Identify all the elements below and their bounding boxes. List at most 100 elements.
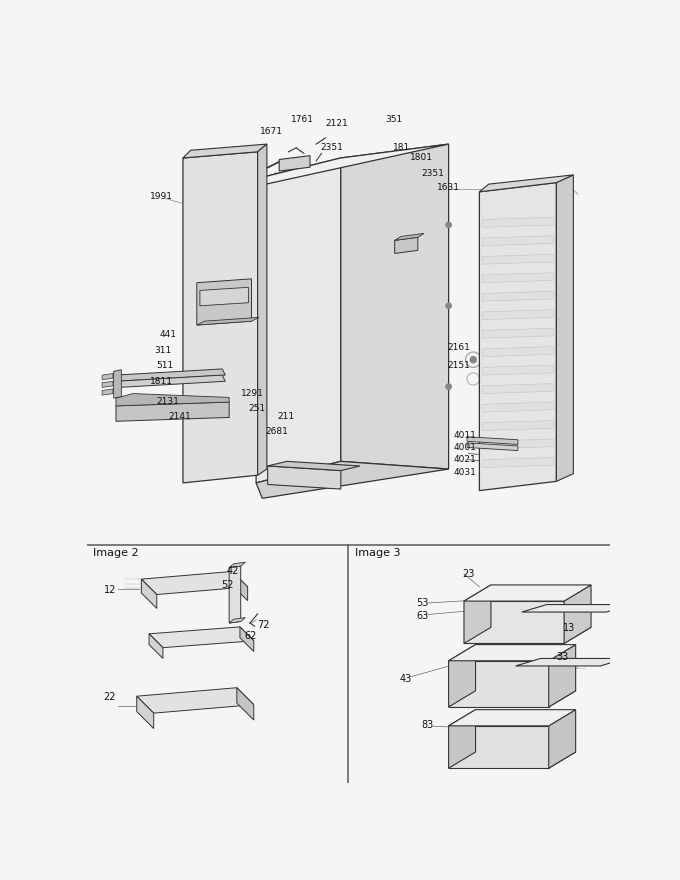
- Polygon shape: [483, 254, 554, 264]
- Text: 1631: 1631: [437, 182, 460, 192]
- Polygon shape: [483, 421, 554, 430]
- Text: 22: 22: [103, 693, 116, 702]
- Polygon shape: [102, 389, 113, 395]
- Text: 1671: 1671: [260, 127, 283, 136]
- Polygon shape: [564, 585, 591, 643]
- Polygon shape: [467, 443, 518, 451]
- Text: 2151: 2151: [447, 362, 470, 370]
- Text: 2121: 2121: [326, 120, 348, 128]
- Polygon shape: [394, 238, 418, 253]
- Polygon shape: [449, 709, 475, 768]
- Polygon shape: [279, 156, 310, 171]
- Polygon shape: [116, 393, 229, 406]
- Polygon shape: [240, 627, 254, 651]
- Polygon shape: [483, 384, 554, 393]
- Text: 4001: 4001: [453, 443, 476, 451]
- Text: 42: 42: [227, 566, 239, 576]
- Polygon shape: [268, 461, 360, 471]
- Text: 311: 311: [154, 346, 172, 355]
- Polygon shape: [483, 402, 554, 412]
- Text: Image 3: Image 3: [355, 548, 400, 558]
- Text: 511: 511: [156, 362, 173, 370]
- Polygon shape: [197, 318, 259, 325]
- Polygon shape: [341, 144, 449, 469]
- Text: 181: 181: [393, 143, 411, 151]
- Polygon shape: [233, 571, 248, 601]
- Text: 211: 211: [277, 412, 295, 421]
- Polygon shape: [268, 466, 341, 489]
- Polygon shape: [449, 709, 576, 726]
- Polygon shape: [464, 627, 591, 643]
- Polygon shape: [483, 365, 554, 375]
- Polygon shape: [149, 627, 254, 648]
- Polygon shape: [116, 375, 225, 387]
- Text: 83: 83: [421, 720, 433, 730]
- Text: 1291: 1291: [241, 389, 264, 398]
- Polygon shape: [116, 402, 229, 422]
- Polygon shape: [483, 439, 554, 449]
- Polygon shape: [394, 233, 424, 240]
- Text: 12: 12: [103, 584, 116, 595]
- Polygon shape: [141, 579, 157, 608]
- Polygon shape: [515, 658, 626, 666]
- Polygon shape: [483, 217, 554, 227]
- Polygon shape: [556, 175, 573, 481]
- Polygon shape: [229, 562, 245, 568]
- Polygon shape: [137, 688, 254, 713]
- Text: 2681: 2681: [265, 428, 288, 436]
- Polygon shape: [102, 373, 113, 380]
- Polygon shape: [229, 566, 241, 623]
- Text: 52: 52: [222, 580, 234, 590]
- Polygon shape: [549, 709, 576, 768]
- Text: 23: 23: [462, 569, 475, 579]
- Polygon shape: [449, 644, 576, 661]
- Polygon shape: [114, 370, 121, 398]
- Text: 2141: 2141: [169, 412, 191, 421]
- Polygon shape: [449, 691, 576, 707]
- Text: 1761: 1761: [291, 114, 313, 124]
- Polygon shape: [483, 236, 554, 246]
- Polygon shape: [479, 175, 573, 192]
- Polygon shape: [483, 347, 554, 356]
- Polygon shape: [549, 644, 576, 707]
- Polygon shape: [483, 310, 554, 319]
- Polygon shape: [149, 634, 163, 658]
- Polygon shape: [449, 752, 576, 768]
- Text: 2161: 2161: [447, 343, 470, 352]
- Polygon shape: [464, 585, 591, 601]
- Polygon shape: [483, 291, 554, 301]
- Text: 62: 62: [245, 631, 257, 641]
- Polygon shape: [183, 151, 258, 483]
- Polygon shape: [479, 182, 556, 491]
- Text: Image 2: Image 2: [93, 548, 139, 558]
- Polygon shape: [116, 369, 225, 381]
- Text: 1801: 1801: [410, 153, 433, 162]
- Text: 13: 13: [562, 623, 575, 633]
- Polygon shape: [141, 571, 248, 595]
- Polygon shape: [237, 688, 254, 720]
- Polygon shape: [229, 618, 245, 623]
- Text: 4031: 4031: [453, 467, 476, 476]
- Polygon shape: [483, 458, 554, 467]
- Text: 33: 33: [556, 652, 568, 663]
- Polygon shape: [464, 585, 491, 643]
- Text: 2351: 2351: [422, 169, 445, 178]
- Circle shape: [446, 384, 452, 389]
- Polygon shape: [248, 144, 449, 188]
- Polygon shape: [256, 158, 341, 483]
- Polygon shape: [183, 144, 267, 158]
- Circle shape: [446, 303, 452, 309]
- Circle shape: [446, 223, 452, 228]
- Polygon shape: [449, 644, 475, 707]
- Polygon shape: [200, 287, 248, 306]
- Polygon shape: [256, 461, 449, 498]
- Text: 351: 351: [386, 114, 403, 124]
- Text: 1991: 1991: [150, 192, 173, 201]
- Text: 4021: 4021: [453, 455, 476, 464]
- Polygon shape: [258, 144, 267, 475]
- Polygon shape: [102, 381, 113, 387]
- Text: 53: 53: [416, 598, 428, 608]
- Polygon shape: [137, 696, 154, 729]
- Polygon shape: [522, 605, 632, 612]
- Polygon shape: [449, 726, 549, 768]
